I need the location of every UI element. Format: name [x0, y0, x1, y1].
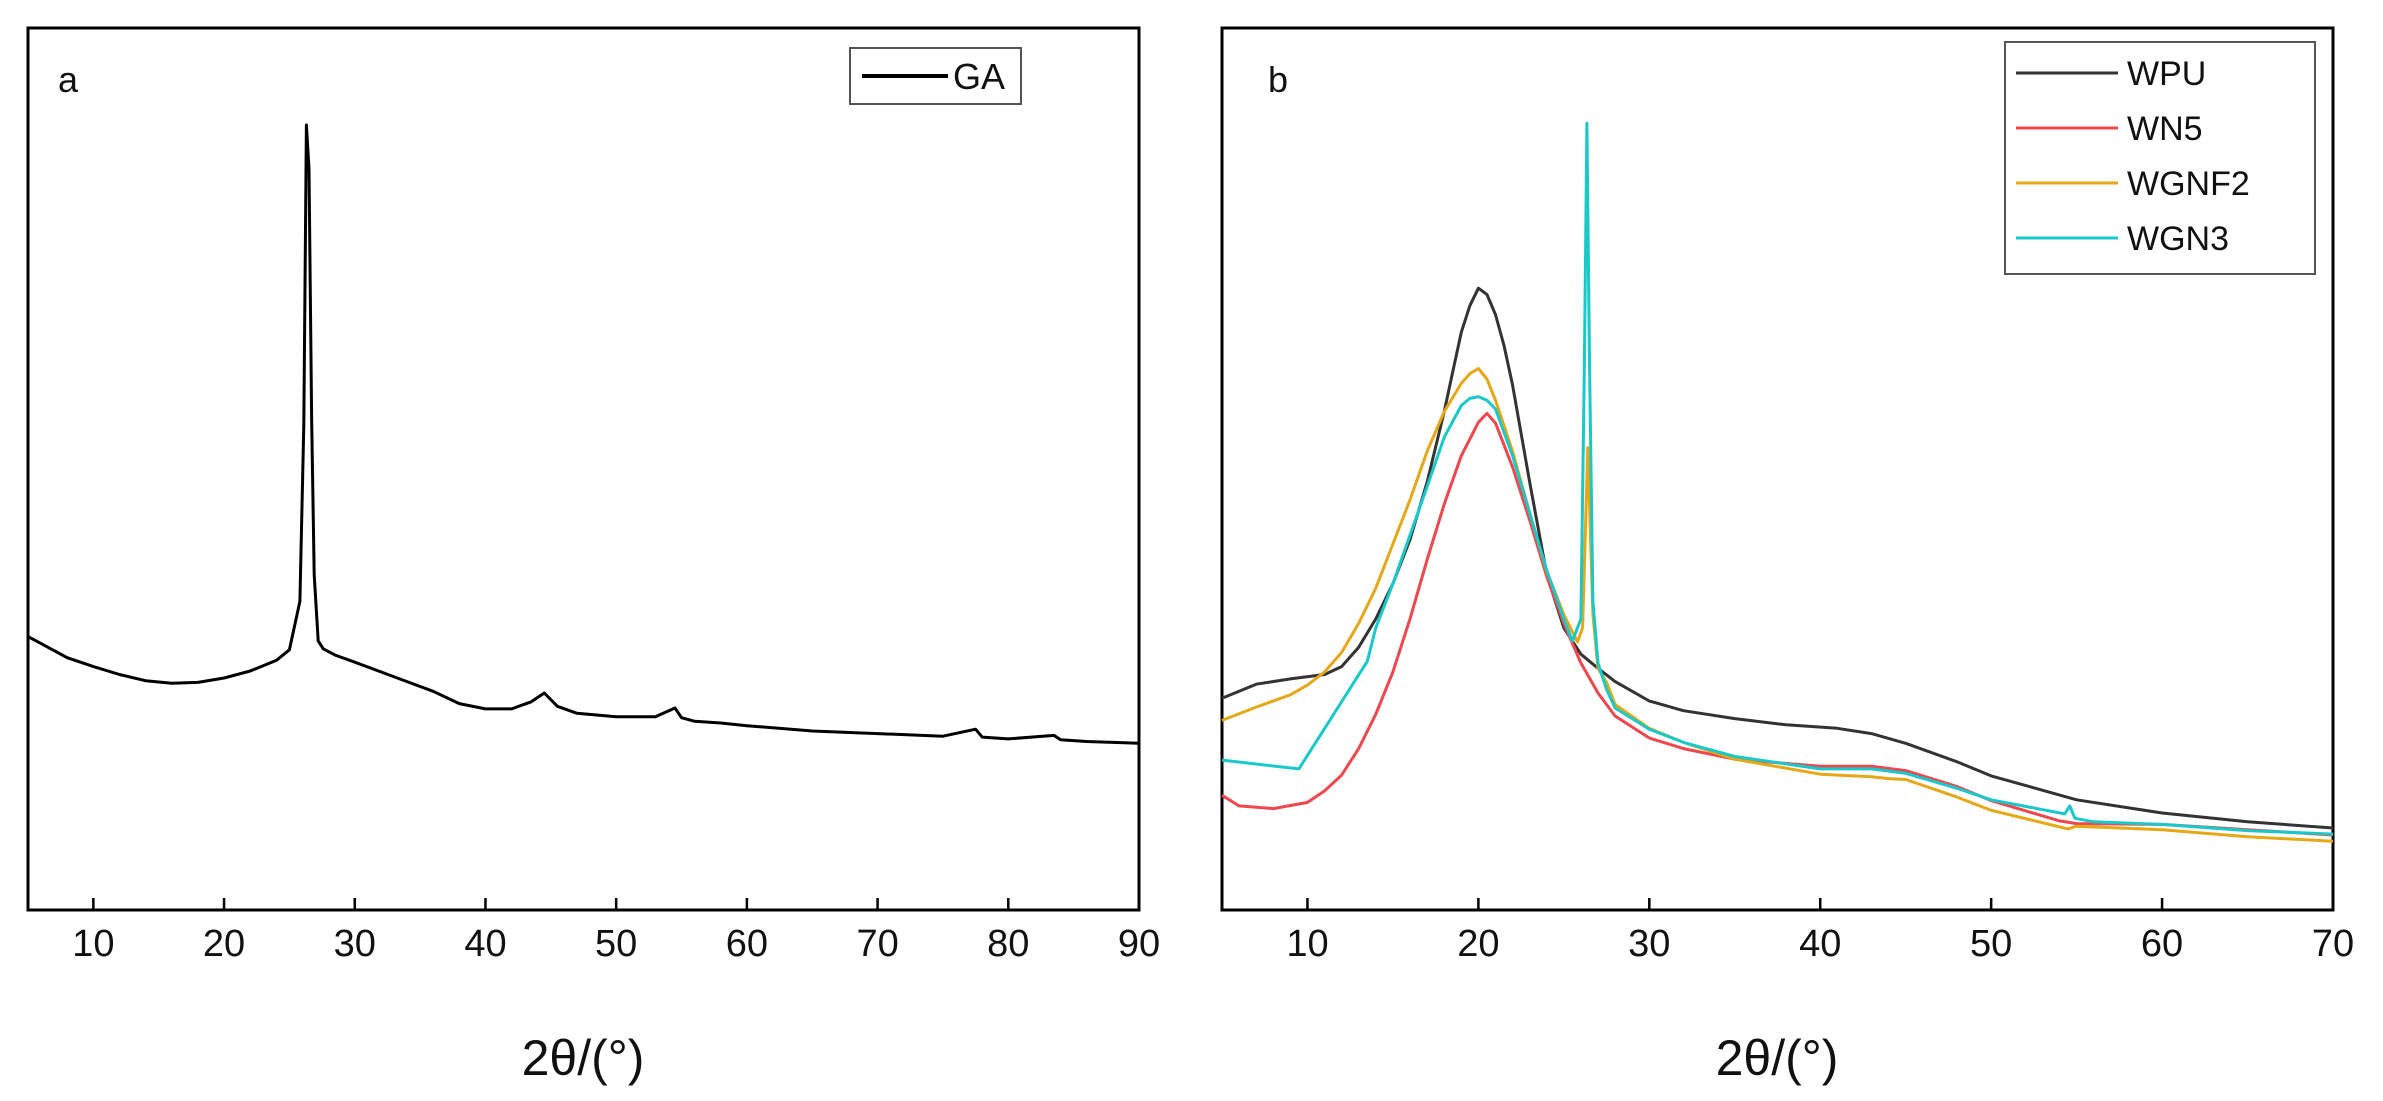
legend-label-wgnf2: WGNF2	[2127, 165, 2250, 203]
panel-b-x-tick-label-70: 70	[2312, 923, 2354, 965]
panel-a-x-tick-label-40: 40	[464, 923, 506, 965]
panel-a-x-tick-label-50: 50	[595, 923, 637, 965]
legend-label-wpu: WPU	[2127, 55, 2206, 93]
panel-a-x-tick-label-80: 80	[987, 923, 1029, 965]
legend-label-wn5: WN5	[2127, 110, 2203, 148]
panel-b-x-tick-label-10: 10	[1286, 923, 1328, 965]
panel-b: b 10 20 30 40 50 60 70 WPU WN5 WGNF2 WGN3 2θ/(…	[1220, 26, 2354, 1086]
panel-b-x-tick-label-30: 30	[1628, 923, 1670, 965]
series-line-wgn3	[1221, 121, 2334, 836]
panel-a-x-axis-title: 2θ/(°)	[522, 1030, 645, 1086]
panel-a-x-tick-label-30: 30	[334, 923, 376, 965]
panel-b-x-tick-label-20: 20	[1457, 923, 1499, 965]
panel-b-legend: WPU WN5 WGNF2 WGN3	[2004, 41, 2316, 275]
panel-a-label: a	[58, 59, 79, 100]
panel-a-legend: GA	[849, 47, 1022, 105]
series-line-wpu	[1221, 286, 2334, 830]
panel-a-x-tick-label-60: 60	[726, 923, 768, 965]
legend-label-wgn3: WGN3	[2127, 220, 2229, 258]
series-line-wgnf2	[1221, 367, 2334, 843]
panel-b-legend-box	[2004, 41, 2316, 275]
panel-a-series	[27, 123, 1140, 745]
legend-label-ga: GA	[953, 56, 1005, 97]
panel-b-series	[1221, 121, 2334, 843]
panel-a-x-ticks: 10 20 30 40 50 60 70 80 90	[72, 898, 1160, 965]
panel-b-x-axis-title: 2θ/(°)	[1716, 1030, 1839, 1086]
panel-b-x-tick-label-50: 50	[1970, 923, 2012, 965]
panel-a-frame	[26, 26, 1141, 912]
panel-b-x-tick-label-40: 40	[1799, 923, 1841, 965]
panel-a-x-tick-label-20: 20	[203, 923, 245, 965]
panel-a-x-tick-label-10: 10	[72, 923, 114, 965]
panel-a-x-tick-label-70: 70	[856, 923, 898, 965]
panel-a: a 10 20 30 40 50 60 70 80 90 GA 2θ/(°)	[26, 26, 1160, 1086]
panel-b-label: b	[1268, 59, 1288, 100]
panel-a-x-tick-label-90: 90	[1118, 923, 1160, 965]
panel-b-x-tick-label-60: 60	[2141, 923, 2183, 965]
panel-b-x-ticks: 10 20 30 40 50 60 70	[1286, 898, 2354, 965]
series-line-ga	[27, 123, 1140, 745]
